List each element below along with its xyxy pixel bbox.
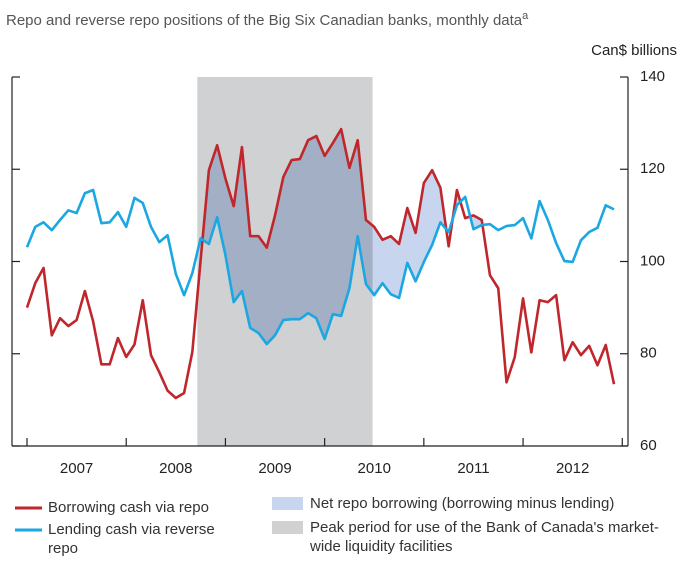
series-line: [25, 188, 615, 346]
chart-title: Repo and reverse repo positions of the B…: [6, 12, 523, 29]
x-tick-label: 2008: [159, 460, 192, 477]
y-tick-label: 140: [640, 68, 665, 85]
series-line: [25, 127, 616, 400]
x-tick-label: 2010: [358, 460, 391, 477]
legend-label: Net repo borrowing (borrowing minus lend…: [310, 495, 615, 512]
y-axis-label: Can$ billions: [591, 42, 677, 59]
x-tick-label: 2007: [60, 460, 93, 477]
y-tick-label: 120: [640, 160, 665, 177]
x-tick-label: 2009: [258, 460, 291, 477]
title-note: a: [522, 10, 529, 22]
chart-title-box: Repo and reverse repo positions of the B…: [6, 7, 528, 30]
x-tick-label: 2011: [457, 460, 489, 477]
y-tick-label: 60: [640, 437, 657, 454]
legend-label: Lending cash via reverse repo: [48, 521, 215, 557]
x-tick-label: 2012: [556, 460, 589, 477]
legend-swatch: [272, 521, 303, 534]
y-tick-label: 80: [640, 345, 657, 362]
y-tick-label: 100: [640, 252, 665, 269]
legend-label: Peak period for use of the Bank of Canad…: [310, 519, 659, 555]
legend-swatch: [272, 497, 303, 510]
legend-label: Borrowing cash via repo: [48, 499, 209, 516]
